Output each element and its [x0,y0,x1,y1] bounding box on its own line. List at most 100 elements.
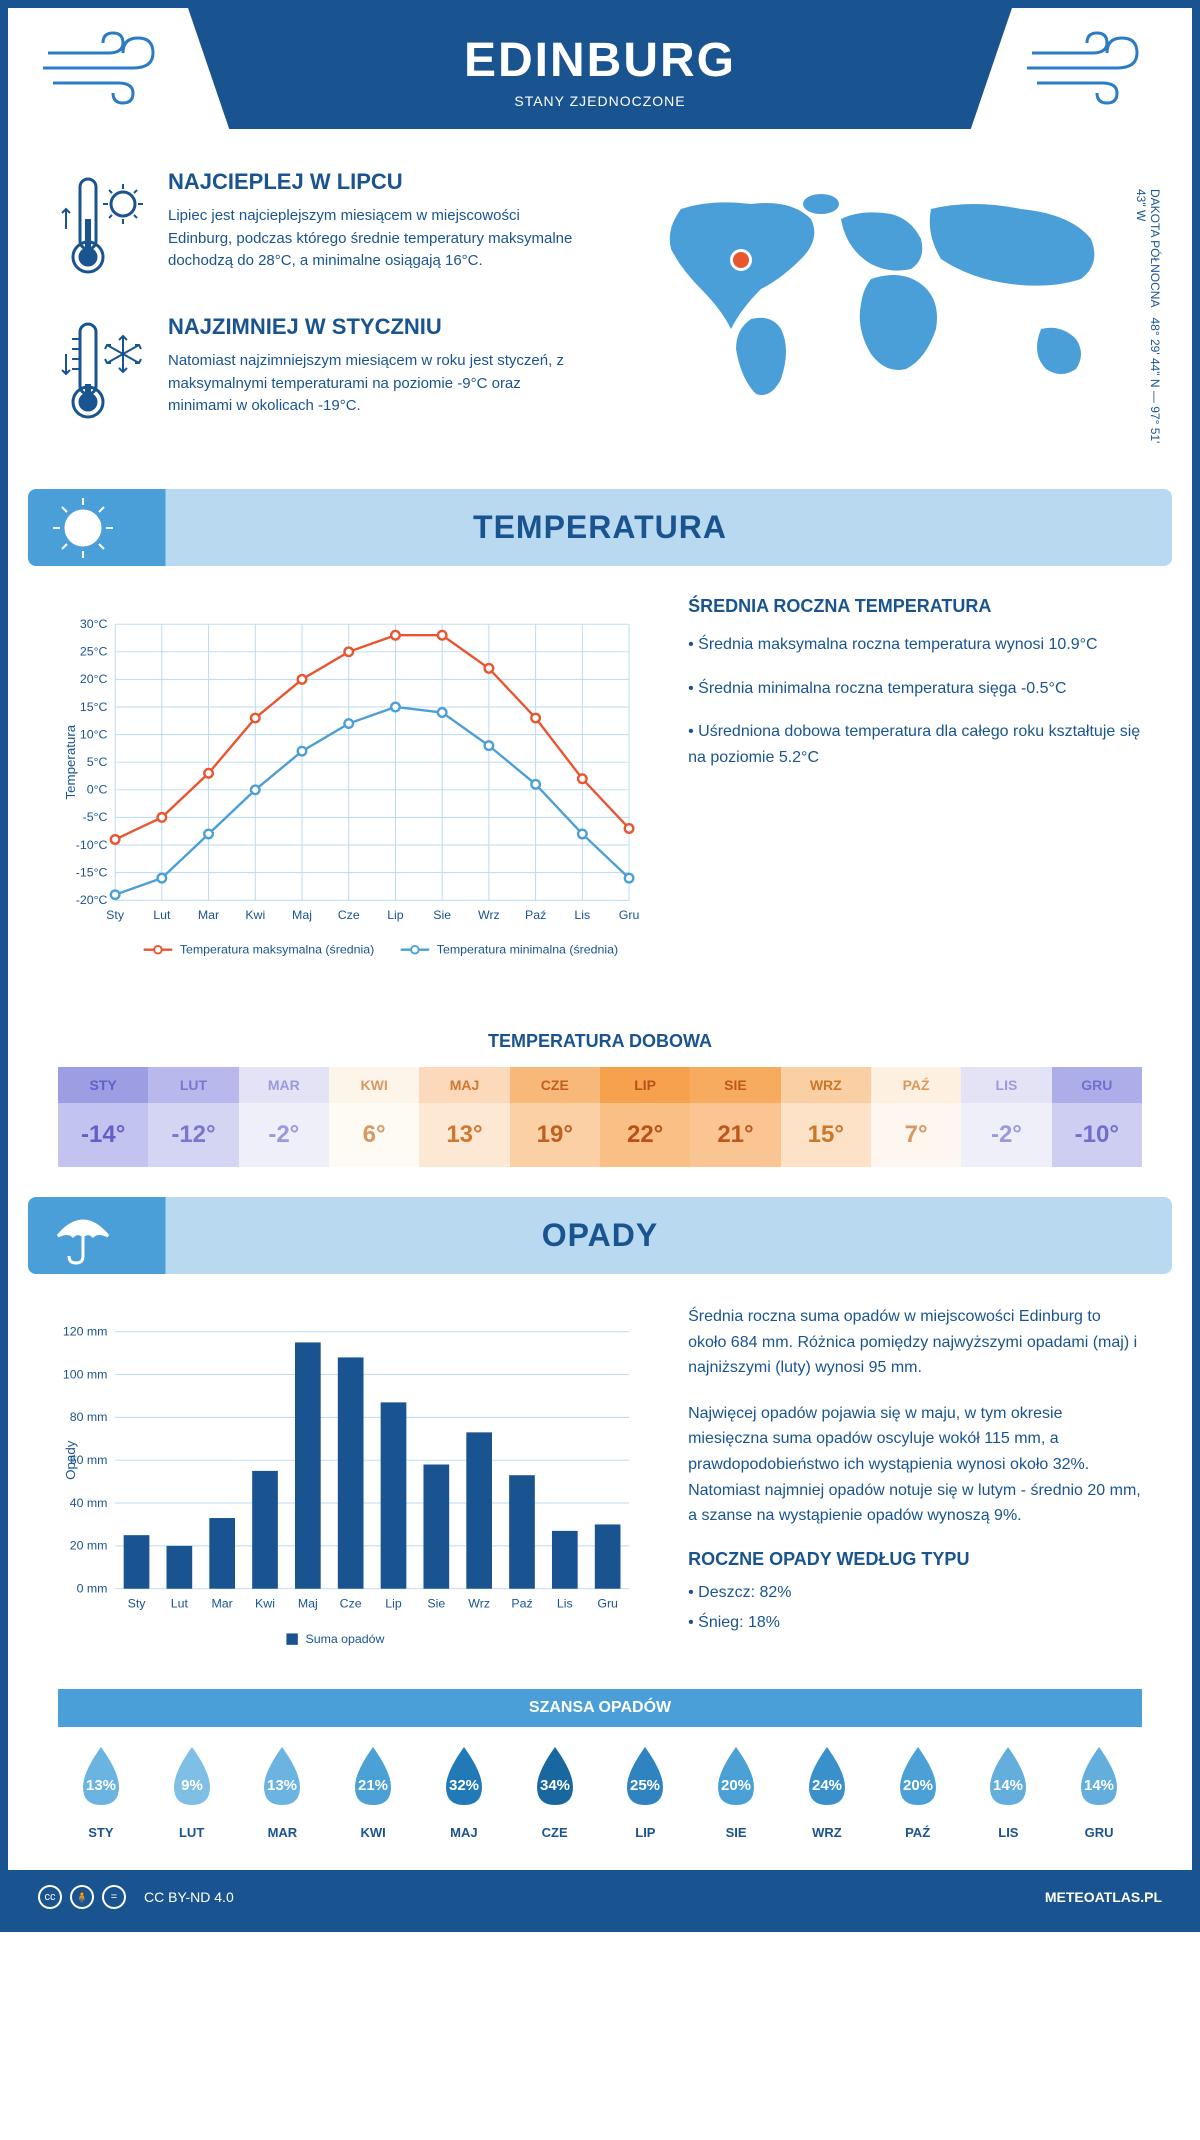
svg-text:13%: 13% [267,1777,297,1794]
wind-icon-left [38,28,178,108]
coordinates: DAKOTA PÓŁNOCNA 48° 29' 44" N — 97° 51' … [1134,189,1162,459]
daily-month: MAJ [419,1067,509,1103]
daily-value: -10° [1052,1103,1142,1167]
drop-month: WRZ [784,1825,870,1840]
umbrella-icon [48,1201,118,1271]
daily-month: LIS [961,1067,1051,1103]
svg-text:Cze: Cze [340,1597,362,1611]
drop-icon: 20% [706,1742,766,1812]
stats-b2: • Średnia minimalna roczna temperatura s… [688,676,1142,702]
svg-text:21%: 21% [358,1777,388,1794]
drop-icon: 14% [978,1742,1038,1812]
drop-month: CZE [512,1825,598,1840]
precipitation-chart-box: 0 mm20 mm40 mm60 mm80 mm100 mm120 mmStyL… [58,1304,648,1669]
hot-block: NAJCIEPLEJ W LIPCU Lipiec jest najcieple… [58,169,580,284]
daily-cell: SIE 21° [690,1067,780,1167]
stats-title: ŚREDNIA ROCZNA TEMPERATURA [688,596,1142,617]
svg-text:Suma opadów: Suma opadów [305,1632,384,1646]
svg-text:Gru: Gru [597,1597,618,1611]
svg-text:20%: 20% [903,1777,933,1794]
nd-icon: = [102,1885,126,1909]
info-section: NAJCIEPLEJ W LIPCU Lipiec jest najcieple… [8,129,1192,489]
daily-month: PAŹ [871,1067,961,1103]
daily-title: TEMPERATURA DOBOWA [8,1031,1192,1052]
by-icon: 🧍 [70,1885,94,1909]
precipitation-section-header: OPADY [28,1197,1172,1274]
drop-cell: 34% CZE [512,1742,598,1840]
drop-cell: 24% WRZ [784,1742,870,1840]
stats-b3: • Uśredniona dobowa temperatura dla całe… [688,719,1142,770]
svg-text:Temperatura minimalna (średnia: Temperatura minimalna (średnia) [437,943,618,957]
drop-month: LUT [149,1825,235,1840]
svg-text:Maj: Maj [292,908,312,922]
svg-text:Gru: Gru [619,908,640,922]
drop-icon: 25% [615,1742,675,1812]
drop-icon: 20% [888,1742,948,1812]
svg-text:Maj: Maj [298,1597,318,1611]
daily-month: SIE [690,1067,780,1103]
cc-icon: cc [38,1885,62,1909]
drop-icon: 9% [162,1742,222,1812]
daily-cell: PAŹ 7° [871,1067,961,1167]
hot-desc: Lipiec jest najcieplejszym miesiącem w m… [168,205,580,273]
drop-month: LIP [603,1825,689,1840]
sun-icon [48,493,118,563]
footer-site: METEOATLAS.PL [1045,1889,1162,1905]
svg-text:32%: 32% [449,1777,479,1794]
svg-text:80 mm: 80 mm [70,1410,108,1424]
hot-text: NAJCIEPLEJ W LIPCU Lipiec jest najcieple… [168,169,580,284]
drop-cell: 32% MAJ [421,1742,507,1840]
svg-text:24%: 24% [812,1777,842,1794]
temperature-content: -20°C-15°C-10°C-5°C0°C5°C10°C15°C20°C25°… [8,566,1192,1011]
svg-text:-5°C: -5°C [83,810,108,824]
svg-text:Wrz: Wrz [478,908,500,922]
svg-text:25%: 25% [630,1777,660,1794]
svg-text:Mar: Mar [212,1597,233,1611]
svg-text:Wrz: Wrz [468,1597,490,1611]
svg-text:20 mm: 20 mm [70,1539,108,1553]
drop-cell: 21% KWI [330,1742,416,1840]
svg-text:Sty: Sty [128,1597,147,1611]
daily-cell: KWI 6° [329,1067,419,1167]
daily-value: 19° [510,1103,600,1167]
map-box: DAKOTA PÓŁNOCNA 48° 29' 44" N — 97° 51' … [620,169,1142,459]
svg-text:14%: 14% [1084,1777,1114,1794]
precipitation-title: OPADY [28,1217,1172,1254]
daily-cell: WRZ 15° [781,1067,871,1167]
svg-text:Paź: Paź [525,908,546,922]
svg-text:Lis: Lis [557,1597,573,1611]
svg-text:Cze: Cze [338,908,360,922]
svg-text:Temperatura maksymalna (średni: Temperatura maksymalna (średnia) [180,943,374,957]
hot-title: NAJCIEPLEJ W LIPCU [168,169,580,195]
svg-text:120 mm: 120 mm [63,1325,108,1339]
svg-text:Temperatura: Temperatura [63,724,78,799]
thermometer-hot-icon [58,169,148,284]
info-left: NAJCIEPLEJ W LIPCU Lipiec jest najcieple… [58,169,580,459]
svg-text:0°C: 0°C [87,783,108,797]
drop-icon: 13% [252,1742,312,1812]
daily-value: 6° [329,1103,419,1167]
drop-icon: 24% [797,1742,857,1812]
temperature-stats: ŚREDNIA ROCZNA TEMPERATURA • Średnia mak… [688,596,1142,981]
daily-value: -2° [961,1103,1051,1167]
drops-header: SZANSA OPADÓW [58,1689,1142,1727]
svg-text:9%: 9% [181,1777,203,1794]
svg-text:34%: 34% [540,1777,570,1794]
svg-text:Lut: Lut [153,908,171,922]
drop-icon: 13% [71,1742,131,1812]
daily-month: LUT [148,1067,238,1103]
precipitation-text: Średnia roczna suma opadów w miejscowośc… [688,1304,1142,1669]
precipitation-chart: 0 mm20 mm40 mm60 mm80 mm100 mm120 mmStyL… [58,1304,648,1664]
temperature-chart-box: -20°C-15°C-10°C-5°C0°C5°C10°C15°C20°C25°… [58,596,648,981]
temperature-chart: -20°C-15°C-10°C-5°C0°C5°C10°C15°C20°C25°… [58,596,648,976]
drop-month: STY [58,1825,144,1840]
svg-text:15°C: 15°C [80,700,108,714]
daily-cell: GRU -10° [1052,1067,1142,1167]
cold-title: NAJZIMNIEJ W STYCZNIU [168,314,580,340]
daily-cell: MAR -2° [239,1067,329,1167]
drop-cell: 9% LUT [149,1742,235,1840]
svg-text:Sty: Sty [106,908,125,922]
drop-icon: 32% [434,1742,494,1812]
daily-value: -14° [58,1103,148,1167]
drop-month: LIS [966,1825,1052,1840]
